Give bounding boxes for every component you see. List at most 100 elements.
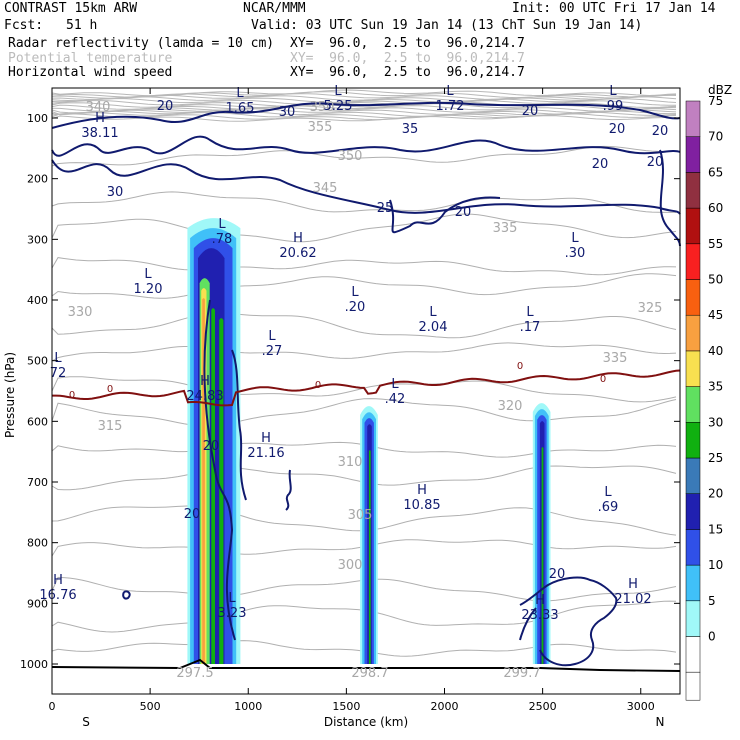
x-end-label-north: N [656,715,665,729]
colorbar-swatch [685,422,701,459]
y-tick-label: 200 [27,173,48,186]
x-tick-label: 2000 [431,700,459,713]
colorbar-swatch [685,207,701,245]
extremum-kind: H [417,483,427,498]
y-tick-label: 400 [27,294,48,307]
theta-contour-line [51,115,677,122]
extremum-value: .99 [603,99,624,114]
x-tick-label: 500 [140,700,161,713]
theta-contours [51,89,677,657]
extremum-kind: L [351,285,359,300]
model-title: CONTRAST 15km ARW [4,1,138,16]
extremum-kind: H [628,577,638,592]
colorbar-level-label: 30 [708,415,723,429]
wind-label: 20 [157,99,174,114]
extremum-kind: H [535,593,545,608]
org-label: NCAR/MMM [243,1,306,16]
theta-contour-line [51,257,677,276]
colorbar-level-label: 40 [708,344,723,358]
extremum-kind: L [268,329,276,344]
colorbar-swatch [685,172,701,209]
freezing-level-label: 0 [69,390,75,401]
extremum-value: 24.83 [186,389,223,404]
theta-contour-line [51,342,677,362]
wind-contour-line [389,196,501,234]
colorbar-level-label: 10 [708,558,723,572]
extremum-value: .17 [520,320,541,335]
extremum-kind: L [218,217,226,232]
theta-contour-line [51,105,676,112]
extremum-kind: L [446,84,454,99]
wind-contour-line [231,349,247,501]
field-3-xy: XY= 96.0, 2.5 to 96.0,214.7 [290,65,525,80]
theta-label: 325 [638,301,663,316]
theta-label: 310 [338,455,363,470]
extremum-kind: L [604,485,612,500]
theta-contour-line [51,191,676,213]
colorbar-level-label: 5 [708,594,716,608]
wind-label: 20 [184,507,201,522]
reflectivity-core-fill [211,308,215,664]
contour-labels: 340 3503553503453353303353253203153103053… [39,84,668,681]
theta-contour-line [51,111,677,119]
reflectivity-core-fill [368,450,371,664]
theta-contour-line [51,98,677,105]
extremum-value: 2.04 [419,320,448,335]
freezing-level: 0 0 0 0 0 [52,361,681,407]
theta-label: 335 [493,221,518,236]
theta-label: 330 [68,305,93,320]
extremum-value: .42 [385,392,406,407]
theta-label: 345 [313,181,338,196]
colorbar-level-label: 50 [708,273,723,287]
colorbar-level-label: 55 [708,237,723,251]
x-tick-label: 3000 [627,700,655,713]
wind-label: 20 [455,205,472,220]
colorbar-below-swatch [685,671,701,701]
extremum-kind: H [261,431,271,446]
theta-contour-line [51,145,677,167]
y-tick-label: 700 [27,476,48,489]
colorbar-level-label: 25 [708,451,723,465]
extremum-value: 20.62 [279,246,316,261]
extremum-kind: L [391,377,399,392]
wind-label: 20 [549,567,566,582]
extremum-kind: L [54,351,62,366]
extremum-kind: L [571,231,579,246]
plot-frame [51,87,681,695]
x-tick-label: 1000 [234,700,262,713]
extremum-kind: L [334,84,342,99]
colorbar-swatch [685,493,701,530]
colorbar-level-label: 65 [708,165,723,179]
theta-label: 355 [308,120,333,135]
extremum-kind: L [609,84,617,99]
wind-label: 20 [203,439,220,454]
wind-contour-line [51,159,681,215]
freezing-level-label: 0 [107,384,113,395]
x-tick-label: 1500 [332,700,360,713]
wind-label: 30 [107,185,124,200]
colorbar-swatch [685,386,701,423]
theta-contour-line [51,94,677,102]
freezing-level-label: 0 [517,361,523,372]
extremum-value: 21.02 [614,592,651,607]
extremum-kind: L [228,591,236,606]
terrain-line-path [51,658,681,672]
x-end-label-south: S [82,715,90,729]
extremum-value: 38.11 [81,126,118,141]
colorbar-swatch [685,350,701,387]
extremum-kind: L [144,267,152,282]
wind-contour-line [659,149,681,247]
x-tick-label: 0 [49,700,56,713]
extremum-kind: H [293,231,303,246]
extremum-kind: L [526,305,534,320]
extremum-value: .30 [565,246,586,261]
colorbar-level-label: 45 [708,308,723,322]
valid-time: Valid: 03 UTC Sun 19 Jan 14 (13 ChT Sun … [251,18,643,33]
y-tick-label: 800 [27,537,48,550]
colorbar-swatch [685,564,701,602]
colorbar-swatch [685,279,701,316]
colorbar-swatch [685,314,701,352]
wind-contours [51,101,681,667]
theta-label: 298.7 [351,666,388,681]
wind-label: 20 [652,124,669,139]
